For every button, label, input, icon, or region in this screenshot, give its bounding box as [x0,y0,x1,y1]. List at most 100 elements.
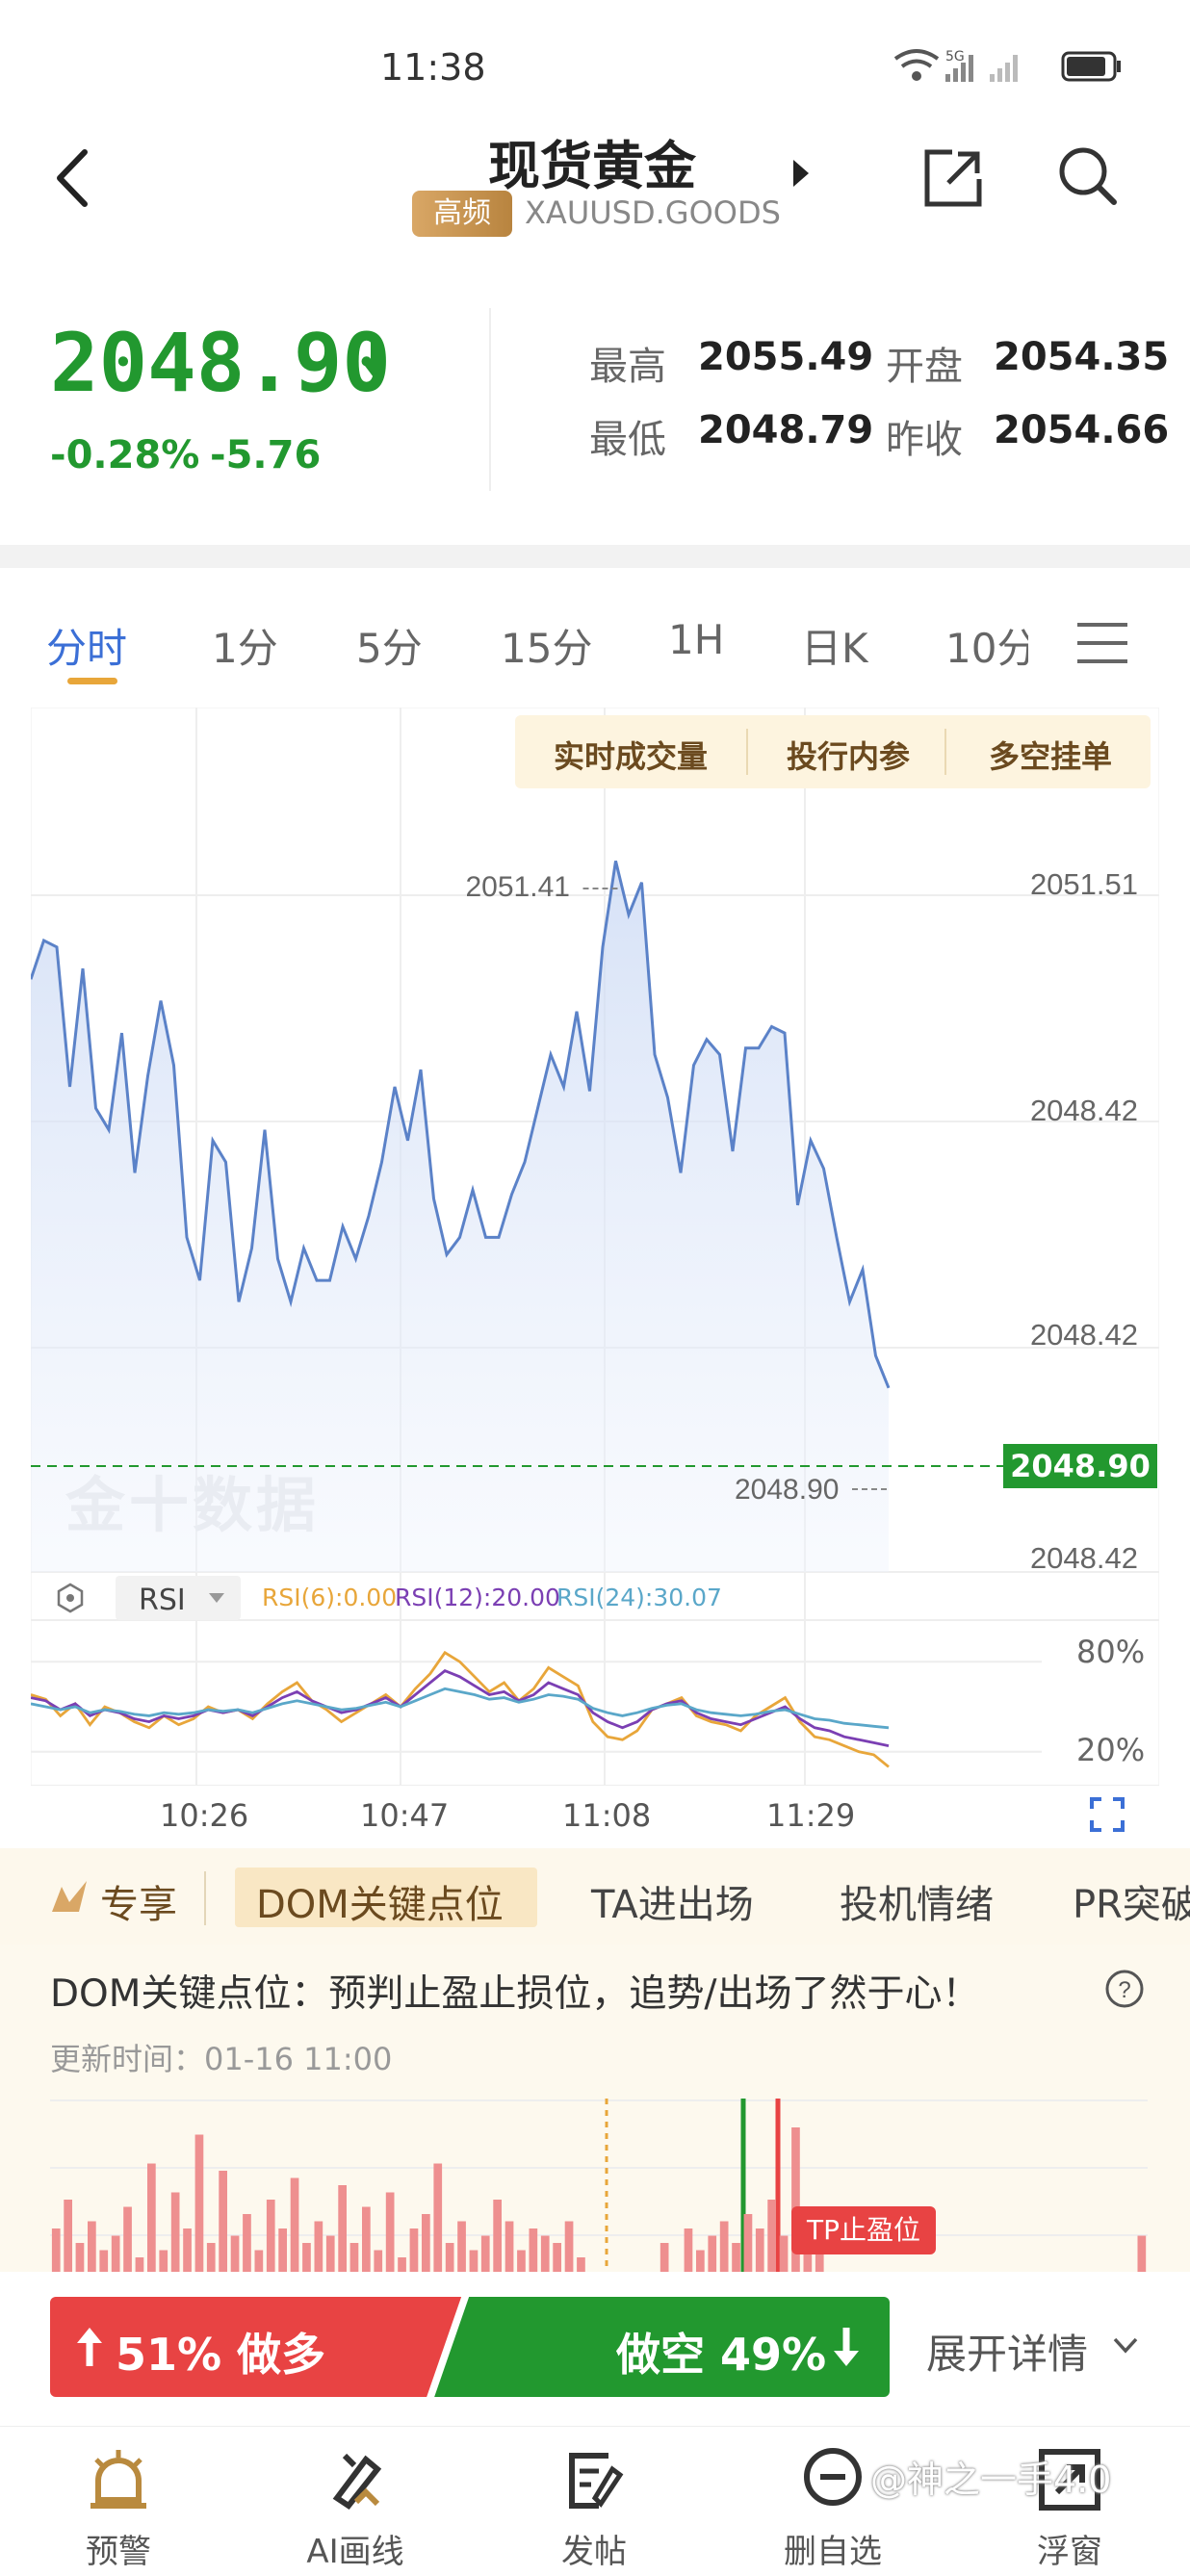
min-price-annotation: 2048.90 [735,1474,839,1506]
dom-volume-bar [385,2192,395,2272]
tab-15min[interactable]: 15分 [501,625,593,672]
chevron-down-icon[interactable] [1113,2337,1138,2355]
nav-label: 预警 [86,2533,151,2571]
rsi-line-2 [30,1668,890,1747]
last-price: 2048.90 [50,316,392,410]
tab-10min[interactable]: 10分 [945,625,1028,672]
current-price-tag: 2048.90 [1003,1444,1157,1488]
header: 现货黄金 高频 XAUUSD.GOODS [0,106,1190,260]
y-tick-label: 2051.51 [1030,867,1138,901]
dom-volume-bar [111,2235,120,2272]
symbol-label: XAUUSD.GOODS [525,194,781,231]
dom-volume-bar [684,2228,693,2272]
nav-ai-draw[interactable]: AI画线 [283,2446,427,2572]
stat-label-open: 开盘 [886,345,963,389]
price-chart[interactable]: 2051.41 2048.90 2051.51 2048.42 2048.42 2048.… [29,707,1160,1834]
dom-volume-bar [755,2228,764,2272]
dom-volume-bar [88,2221,96,2272]
dom-volume-bar [1137,2235,1147,2272]
float-window-icon [1039,2449,1100,2511]
status-bar: 11:38 5G [0,0,1190,125]
tab-exclusive[interactable]: 专享 [100,1883,177,1927]
dom-volume-bar [504,2221,514,2272]
dom-volume-bar [159,2250,168,2272]
stat-value-open: 2054.35 [994,335,1170,379]
pen-icon [332,2453,382,2511]
short-label[interactable]: 做空 49% [616,2329,827,2381]
dom-volume-bar [398,2257,406,2272]
nav-label: 发帖 [561,2533,627,2571]
down-arrow-icon [834,2328,859,2366]
realtime-volume-button[interactable]: 实时成交量 [554,738,709,775]
dom-volume-bar [290,2177,299,2272]
tab-pr-breakout[interactable]: PR突破 [1073,1883,1190,1927]
minus-circle-icon [804,2448,862,2506]
alarm-icon [91,2450,146,2509]
frequency-badge: 高频 [412,191,512,237]
fullscreen-icon[interactable] [1088,1795,1126,1834]
dom-volume-bar [422,2214,430,2272]
dom-volume-bar [243,2214,251,2272]
long-segment [50,2297,462,2397]
tab-speculative-sentiment[interactable]: 投机情绪 [840,1883,994,1927]
settings-icon[interactable] [54,1582,87,1614]
tab-5min[interactable]: 5分 [356,625,423,672]
nav-label: AI画线 [306,2533,404,2571]
dom-volume-bar [51,2228,61,2272]
indicator-selector[interactable]: RSI [116,1576,241,1620]
signal-icon [945,55,973,82]
user-watermark: @神之一手4.0 [870,2459,1112,2501]
x-tick-label: 10:26 [160,1797,249,1834]
dom-volume-bar [480,2235,490,2272]
x-tick-label: 10:47 [360,1797,450,1834]
nav-alert[interactable]: 预警 [46,2446,191,2572]
dom-volume-bar [732,2243,740,2272]
dom-volume-bar [314,2221,323,2272]
y-tick-label: 2048.42 [1030,1541,1138,1575]
tab-intraday[interactable]: 分时 [46,625,128,672]
dom-volume-bar [564,2221,574,2272]
search-icon[interactable] [1054,142,1122,210]
tab-daily[interactable]: 日K [801,625,868,672]
active-tab-indicator [67,678,117,684]
dom-volume-bar [302,2243,311,2272]
dom-volume-bar [779,2235,789,2272]
bank-insights-button[interactable]: 投行内参 [787,738,911,775]
post-icon [569,2453,624,2509]
dom-volume-bar [194,2134,204,2272]
expand-details-button[interactable]: 展开详情 [926,2331,1089,2378]
help-icon[interactable]: ? [1103,1968,1146,2010]
long-label[interactable]: 51% 做多 [116,2329,326,2381]
stat-label-high: 最高 [589,345,666,389]
dom-volume-bar [219,2171,227,2272]
dom-volume-bar [349,2243,359,2272]
sentiment-gauge [50,2297,890,2397]
nav-remove-watchlist[interactable]: 删自选 [761,2446,905,2572]
tab-ta-entry-exit[interactable]: TA进出场 [591,1883,754,1927]
dom-volume-bar [660,2243,669,2272]
dom-volume-bar [529,2228,538,2272]
tab-dom-key-levels[interactable]: DOM关键点位 [256,1883,504,1927]
nav-post[interactable]: 发帖 [522,2446,666,2572]
back-arrow-icon[interactable] [48,144,96,212]
dom-volume-bar [362,2206,371,2272]
menu-icon[interactable] [1074,621,1131,665]
dom-volume-bar [409,2228,419,2272]
button-divider [944,729,946,775]
dom-volume-bar [767,2200,776,2272]
rsi12-legend: RSI(12):20.00 [395,1584,560,1611]
stat-value-low: 2048.79 [698,408,874,452]
price-area [31,861,889,1572]
share-icon[interactable] [919,144,987,212]
stat-value-high: 2055.49 [698,335,874,379]
rsi-line-1 [30,1650,890,1768]
rsi-level-80: 80% [1076,1634,1146,1670]
dom-volume-bar [99,2250,109,2272]
long-short-orders-button[interactable]: 多空挂单 [989,738,1113,775]
chart-svg[interactable]: 2051.41 2048.90 2051.51 2048.42 2048.42 2048.… [29,707,1160,1787]
tab-1h[interactable]: 1H [668,616,725,663]
nav-float-window[interactable]: 浮窗 [997,2446,1142,2572]
caret-right-icon[interactable] [789,154,815,193]
tab-1min[interactable]: 1分 [212,625,278,672]
dom-volume-bar [457,2221,466,2272]
